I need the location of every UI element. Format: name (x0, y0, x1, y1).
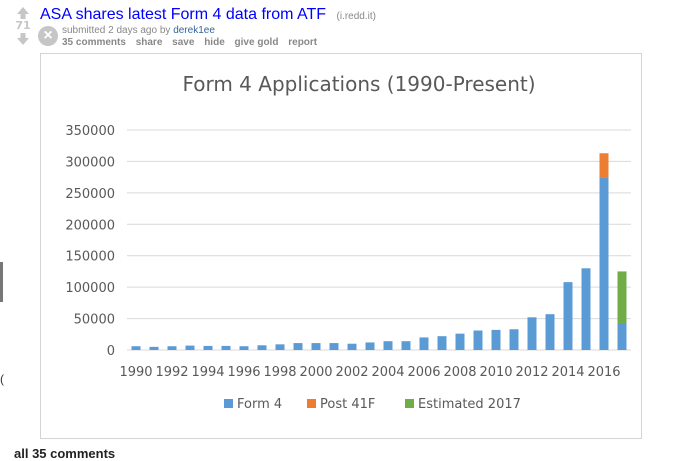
bar-form-4-2016 (599, 177, 609, 350)
post-title-link[interactable]: ASA shares latest Form 4 data from ATF (40, 6, 327, 23)
share-button[interactable]: share (135, 37, 163, 48)
legend-swatch (224, 399, 233, 408)
vote-column: 71 (10, 6, 36, 46)
left-edge-strip (0, 262, 3, 302)
x-tick-label: 1996 (227, 365, 260, 380)
post-tagline: submitted 2 days ago by derek1ee (62, 25, 215, 36)
downvote-arrow-icon[interactable] (16, 32, 30, 46)
x-tick-label: 2012 (515, 365, 548, 380)
legend-label: Post 41F (320, 397, 375, 412)
bar-form-4-1996 (239, 346, 249, 350)
x-tick-label: 1994 (191, 365, 224, 380)
form4-chart: Form 4 Applications (1990-Present) 0 5000… (65, 72, 631, 412)
bar-form-4-1994 (203, 345, 213, 350)
legend-swatch (307, 399, 316, 408)
legend-swatch (405, 399, 414, 408)
chart-image[interactable]: Form 4 Applications (1990-Present) 0 5000… (40, 53, 642, 439)
bar-form-4-1997 (257, 345, 267, 350)
x-tick-label: 2010 (479, 365, 512, 380)
y-tick-label: 50000 (74, 313, 115, 328)
post-score: 71 (15, 19, 31, 32)
bar-form-4-2015 (581, 268, 591, 350)
bar-form-4-2008 (455, 333, 465, 350)
x-tick-label: 2004 (371, 365, 404, 380)
left-edge-glyph: ( (0, 372, 4, 386)
x-tick-label: 2000 (299, 365, 332, 380)
submitted-text: submitted 2 days ago by (62, 25, 171, 36)
post-title-row: ASA shares latest Form 4 data from ATF (… (40, 6, 376, 24)
bar-form-4-2013 (545, 314, 555, 350)
bar-post-41f-2016 (599, 153, 609, 178)
upvote-arrow-icon[interactable] (16, 6, 30, 20)
report-button[interactable]: report (288, 37, 318, 48)
bar-form-4-1991 (149, 346, 159, 350)
y-tick-label: 250000 (65, 187, 115, 202)
x-tick-label: 2006 (407, 365, 440, 380)
bar-form-4-2010 (491, 329, 501, 350)
post-actions: 35 comments share save hide give gold re… (62, 37, 324, 48)
hide-button[interactable]: hide (204, 37, 225, 48)
comments-link[interactable]: 35 comments (62, 37, 126, 48)
bar-form-4-2004 (383, 341, 393, 350)
y-tick-label: 350000 (65, 124, 115, 139)
bar-form-4-2009 (473, 330, 483, 350)
y-tick-label: 150000 (65, 250, 115, 265)
bar-estimated-2017-2017 (617, 271, 627, 323)
post-domain[interactable]: (i.redd.it) (336, 11, 376, 22)
bar-form-4-2007 (437, 336, 447, 350)
bar-form-4-2017 (617, 322, 627, 350)
bar-form-4-2001 (329, 343, 339, 350)
bar-form-4-2003 (365, 342, 375, 350)
author-link[interactable]: derek1ee (173, 25, 215, 36)
bar-form-4-1995 (221, 345, 231, 350)
give-gold-button[interactable]: give gold (234, 37, 279, 48)
bar-form-4-2011 (509, 329, 519, 350)
chart-title: Form 4 Applications (1990-Present) (182, 72, 535, 96)
bar-form-4-2012 (527, 317, 537, 350)
bar-form-4-1992 (167, 346, 177, 350)
bar-form-4-1990 (131, 346, 141, 350)
save-button[interactable]: save (172, 37, 195, 48)
x-tick-label: 1998 (263, 365, 296, 380)
bar-form-4-2002 (347, 343, 357, 350)
x-tick-label: 1990 (119, 365, 152, 380)
x-tick-label: 2014 (551, 365, 584, 380)
x-tick-label: 2002 (335, 365, 368, 380)
y-tick-label: 300000 (65, 155, 115, 170)
y-tick-label: 100000 (65, 281, 115, 296)
bar-form-4-1998 (275, 344, 285, 350)
bar-form-4-2000 (311, 343, 321, 350)
y-tick-label: 0 (107, 344, 115, 359)
legend-label: Form 4 (237, 397, 282, 412)
bar-form-4-2006 (419, 337, 429, 350)
x-tick-label: 2008 (443, 365, 476, 380)
bar-form-4-1993 (185, 345, 195, 350)
legend-label: Estimated 2017 (418, 397, 521, 412)
bar-form-4-1999 (293, 343, 303, 350)
comments-header: all 35 comments (14, 446, 116, 461)
bar-form-4-2005 (401, 341, 411, 350)
bar-form-4-2014 (563, 282, 573, 350)
y-tick-label: 200000 (65, 218, 115, 233)
no-thumbnail-close-icon[interactable]: × (38, 26, 58, 46)
x-tick-label: 2016 (587, 365, 620, 380)
x-tick-label: 1992 (155, 365, 188, 380)
